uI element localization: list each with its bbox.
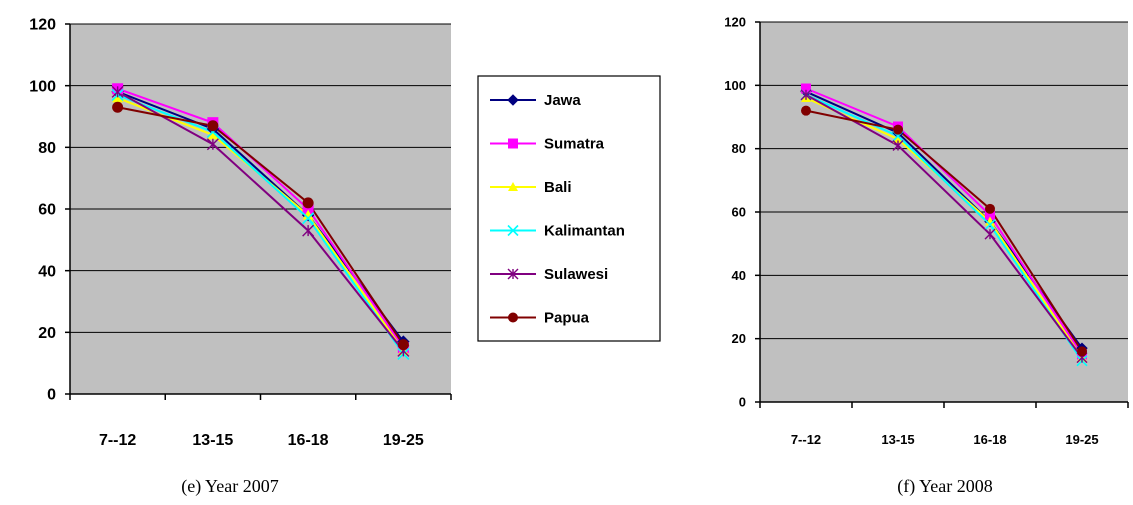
- y-tick-label: 60: [732, 205, 746, 220]
- series-line-kalimantan: [117, 93, 405, 355]
- data-point-bali: [893, 134, 903, 144]
- y-tick-label: 60: [38, 202, 56, 219]
- legend-item-jawa: Jawa: [490, 92, 581, 109]
- series-line-sulawesi: [117, 90, 405, 352]
- data-point-bali: [112, 92, 124, 103]
- legend-item-sulawesi: Sulawesi: [490, 266, 608, 283]
- legend-item-kalimantan: Kalimantan: [490, 223, 625, 240]
- series-line-kalimantan: [805, 93, 1083, 362]
- series-line-sumatra: [117, 87, 405, 349]
- data-point-sumatra: [985, 210, 995, 221]
- data-point-kalimantan: [984, 219, 996, 231]
- legend-label: Sulawesi: [544, 266, 608, 283]
- x-tick-label: 16-18: [288, 432, 329, 449]
- y-tick-label: 20: [38, 325, 56, 342]
- legend-marker: [508, 312, 518, 323]
- y-tick-label: 120: [29, 17, 56, 34]
- y-tick-label: 80: [38, 140, 56, 157]
- x-tick-label: 7--12: [99, 432, 136, 449]
- data-point-sulawesi: [206, 138, 219, 151]
- x-tick-label: 19-25: [383, 432, 424, 449]
- y-tick-label: 80: [732, 141, 746, 156]
- data-point-papua: [801, 105, 811, 116]
- legend-marker: [508, 138, 518, 149]
- legend-label: Jawa: [544, 92, 581, 109]
- chart-year-2008: 0 20 40 60 80 100 120 7--12 13-15 16-18 19-25: [724, 15, 1129, 447]
- data-point-bali: [302, 209, 314, 220]
- legend-label: Sumatra: [544, 136, 605, 153]
- data-point-papua: [397, 339, 409, 351]
- data-point-papua: [893, 124, 903, 135]
- series-line-papua: [117, 106, 405, 346]
- data-point-papua: [207, 120, 219, 132]
- series-line-sumatra: [805, 87, 1083, 356]
- y-tick-label: 0: [47, 387, 56, 404]
- data-point-papua: [302, 197, 314, 209]
- x-tick-label: 13-15: [192, 432, 233, 449]
- legend-label: Papua: [544, 310, 590, 327]
- caption-year-2007: (e) Year 2007: [181, 476, 278, 497]
- y-tick-label: 120: [724, 15, 746, 30]
- data-point-sulawesi: [800, 89, 812, 101]
- y-tick-label: 0: [739, 395, 746, 410]
- legend-box: [477, 75, 661, 342]
- legend-marker: [507, 224, 519, 237]
- data-point-sulawesi: [111, 85, 124, 98]
- data-point-sulawesi: [892, 140, 904, 151]
- data-point-kalimantan: [302, 212, 315, 225]
- legend-label: Kalimantan: [544, 223, 625, 240]
- x-tick-label: 7--12: [791, 432, 821, 447]
- x-tick-label: 13-15: [881, 432, 914, 447]
- legend-item-sumatra: Sumatra: [490, 136, 605, 153]
- y-tick-label: 100: [724, 78, 746, 93]
- y-tick-label: 100: [29, 78, 56, 95]
- legend-item-bali: Bali: [490, 179, 572, 196]
- chart-legend: Jawa Sumatra Bali Kalimantan Sulawesi Papua: [477, 75, 661, 342]
- y-tick-label: 20: [732, 331, 746, 346]
- legend-marker: [508, 182, 518, 191]
- data-point-sumatra: [302, 203, 314, 215]
- legend-marker: [507, 94, 519, 106]
- legend-item-papua: Papua: [490, 310, 590, 327]
- data-point-sulawesi: [302, 224, 315, 237]
- legend-marker: [507, 268, 519, 280]
- data-point-sulawesi: [984, 228, 996, 240]
- x-tick-label: 16-18: [973, 432, 1006, 447]
- data-point-bali: [207, 129, 219, 140]
- legend-label: Bali: [544, 179, 572, 196]
- y-tick-label: 40: [38, 263, 56, 280]
- chart-year-2007: 0 20 40 60 80 100 120 7--12 13-15 16-18 19-25: [29, 17, 452, 449]
- x-tick-label: 19-25: [1065, 432, 1098, 447]
- data-point-sumatra: [801, 83, 811, 94]
- data-point-papua: [985, 203, 995, 214]
- y-tick-label: 40: [732, 268, 746, 283]
- caption-year-2008: (f) Year 2008: [897, 476, 992, 497]
- series-line-papua: [805, 109, 1083, 352]
- data-point-papua: [1077, 346, 1087, 357]
- data-point-papua: [112, 101, 124, 113]
